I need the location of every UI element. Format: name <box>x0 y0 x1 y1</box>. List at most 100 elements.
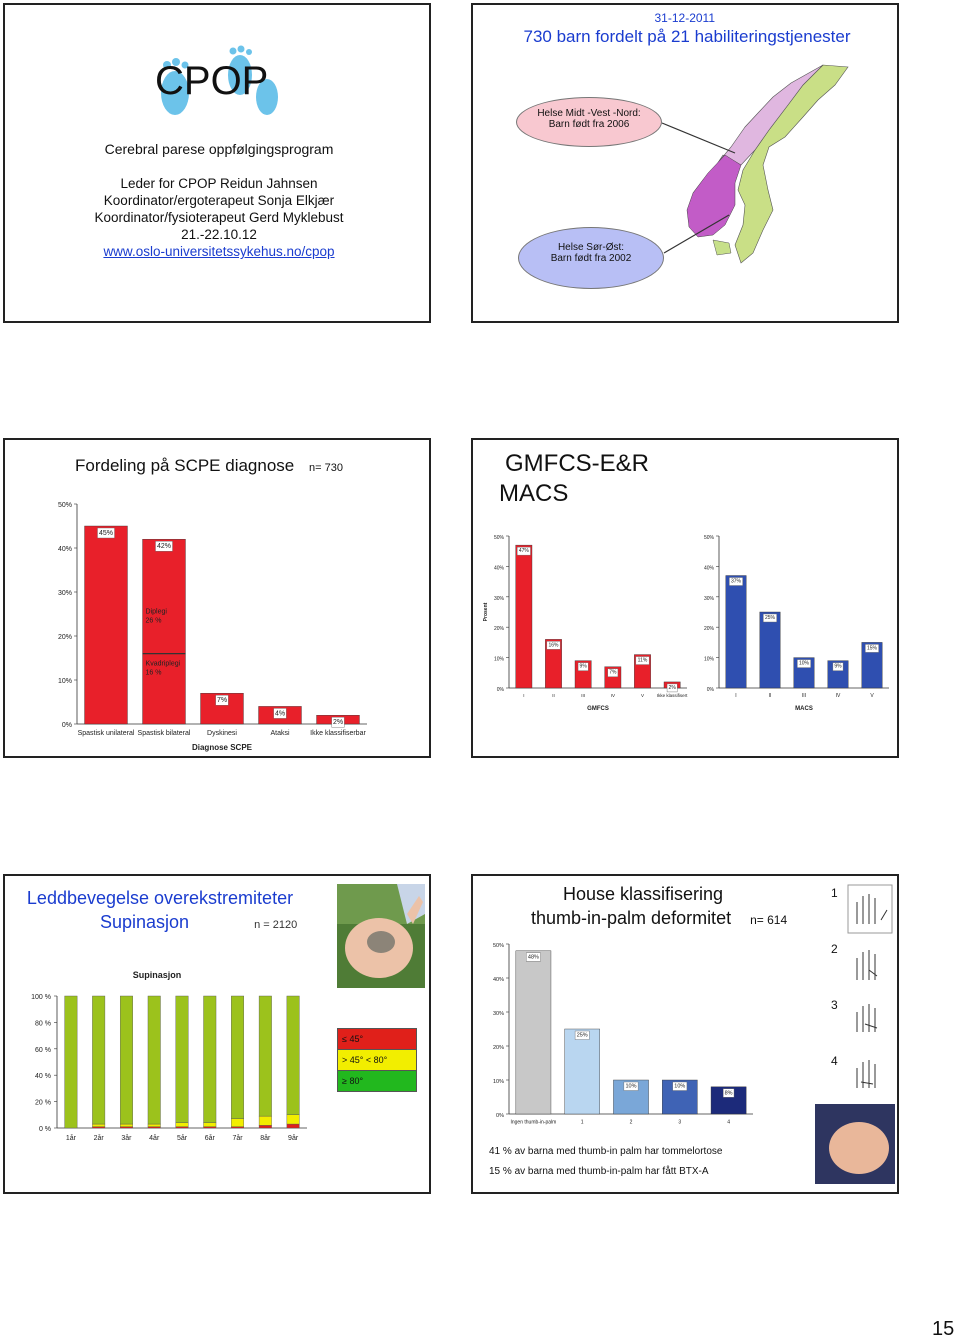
data-label-box <box>623 1081 639 1091</box>
house-n-label: n= 614 <box>750 913 788 927</box>
stacked-bar-segment <box>231 995 245 1119</box>
supinasjon-stacked-chart: Supinasjon 0 % 20 % 40 % 60 % 80 % 100 % 1år 2år… <box>31 970 307 1142</box>
stacked-bar-segment <box>64 995 78 1129</box>
house-level-4: 4 <box>813 1048 897 1102</box>
data-label-box <box>574 1030 590 1040</box>
supinasjon-legend: ≤ 45° > 45° < 80° ≥ 80° <box>337 1028 417 1092</box>
stacked-bar-segment <box>119 995 133 1125</box>
category-label: II <box>552 693 555 698</box>
y-tick-label: 40% <box>493 977 504 983</box>
data-label-box <box>546 641 561 650</box>
house-level-3: 3 <box>813 992 897 1046</box>
category-label: 6år <box>205 1134 216 1142</box>
data-label-box <box>331 717 345 728</box>
cpop-logo-text: CPOP <box>155 59 269 103</box>
category-label: Spastisk bilateral <box>138 730 191 737</box>
data-label: 10% <box>674 1084 685 1090</box>
y-tick-label: 10% <box>704 657 715 663</box>
website-link[interactable]: www.oslo-universitetssykehus.no/cpop <box>103 244 335 259</box>
data-label: 42% <box>157 543 171 550</box>
bar <box>545 639 562 689</box>
house-note-1: 41 % av barna med thumb-in palm har tomm… <box>489 1146 723 1157</box>
category-label: III <box>802 693 806 699</box>
stacked-bar-segment <box>203 1122 217 1127</box>
slide-gmfcs-macs: GMFCS-E&R MACS 0% 10% 20% 30% 40% 50% 47% I 16% I… <box>471 438 899 758</box>
data-label: 16% <box>548 642 559 648</box>
bubble-bottom-line2: Barn født fra 2002 <box>550 253 632 264</box>
diplegi-pct: 26 % <box>146 618 162 625</box>
data-label: 2% <box>669 685 677 691</box>
y-tick-label: 100 % <box>31 994 51 1001</box>
house-note-2: 15 % av barna med thumb-in-palm har fått… <box>489 1166 709 1177</box>
data-label-box <box>763 613 777 623</box>
stacked-bar-segment <box>286 1114 300 1125</box>
category-label: III <box>581 693 585 698</box>
category-label: Dyskinesi <box>207 730 237 737</box>
x-axis-title: MACS <box>795 706 813 712</box>
house-level-1: 1 <box>813 880 897 934</box>
page-number: 15 <box>932 1318 955 1340</box>
data-label: 25% <box>765 615 776 621</box>
house-bar-chart: 0%10%20%30%40%50%48%Ingen thumb-in-palm2… <box>493 943 753 1126</box>
y-tick-label: 0% <box>496 1113 504 1119</box>
data-label-box <box>729 577 743 586</box>
bubble-top-line1: Helse Midt -Vest -Nord: <box>537 108 641 119</box>
callout-lines <box>661 122 736 254</box>
hand-diagram-icon <box>856 1004 878 1032</box>
supinasjon-title-line2: Supinasjon n = 2120 <box>100 912 297 933</box>
category-label: I <box>523 693 524 698</box>
data-label-box <box>516 546 531 556</box>
category-label: I <box>735 693 736 699</box>
stacked-bar-segment <box>92 995 106 1125</box>
data-label-box <box>722 1088 735 1098</box>
data-label: 15% <box>867 645 878 651</box>
data-label-box <box>832 662 844 671</box>
bar <box>515 950 552 1115</box>
data-label: 2% <box>333 719 343 726</box>
category-label: V <box>641 693 644 698</box>
data-label-box <box>635 656 650 665</box>
slide1-lines: Leder for CPOP Reidun Jahnsen Koordinato… <box>5 175 433 260</box>
bar <box>564 1028 600 1115</box>
data-label: 8% <box>725 1090 733 1096</box>
child-hand-photo <box>815 1104 895 1184</box>
hand-photo <box>337 884 425 988</box>
data-label: 10% <box>625 1084 636 1090</box>
house-title-line2: thumb-in-palm deformitet n= 614 <box>531 908 787 929</box>
y-tick-label: 60 % <box>35 1047 51 1054</box>
data-label: 45% <box>99 530 113 537</box>
data-label: 37% <box>731 579 742 585</box>
house-title-line1: House klassifisering <box>562 884 724 904</box>
slide-house: House klassifisering thumb-in-palm defor… <box>471 874 899 1194</box>
data-label-box <box>865 644 879 653</box>
y-tick-label: 10% <box>493 1079 504 1085</box>
y-tick-label: 50% <box>704 535 715 541</box>
data-label-box <box>97 527 115 539</box>
y-tick-label: 20% <box>494 626 505 632</box>
y-tick-label: 0% <box>62 722 72 729</box>
supinasjon-n-label: n = 2120 <box>254 919 298 931</box>
data-label-box <box>666 683 678 693</box>
slide-cpop-intro: CPOP Cerebral parese oppfølgingsprogram … <box>3 3 431 323</box>
y-tick-label: 20% <box>704 626 715 632</box>
supinasjon-title-line1: Leddbevegelse overekstremiteter <box>26 888 294 908</box>
data-label-box <box>607 668 619 677</box>
stacked-bar-segment <box>258 995 272 1117</box>
legend-red: ≤ 45° <box>337 1028 417 1050</box>
category-label: Ataksi <box>270 730 290 737</box>
y-tick-label: 80 % <box>35 1020 51 1027</box>
data-label: 48% <box>528 954 539 960</box>
category-label: Ikke klassifisert <box>657 693 688 698</box>
y-tick-label: 10% <box>494 657 505 663</box>
y-tick-label: 50% <box>493 943 504 949</box>
bubble-top-line2: Barn født fra 2006 <box>548 119 630 130</box>
stacked-bar-segment <box>286 1123 300 1129</box>
category-label: 8år <box>260 1134 271 1142</box>
y-tick-label: 50% <box>494 535 505 541</box>
leader-line: Leder for CPOP Reidun Jahnsen <box>120 176 318 191</box>
hand-diagram-icon <box>856 1060 876 1088</box>
y-tick-label: 0 % <box>39 1126 51 1133</box>
bar <box>84 525 128 725</box>
y-tick-label: 40 % <box>35 1073 51 1080</box>
y-tick-label: 40% <box>494 565 505 571</box>
